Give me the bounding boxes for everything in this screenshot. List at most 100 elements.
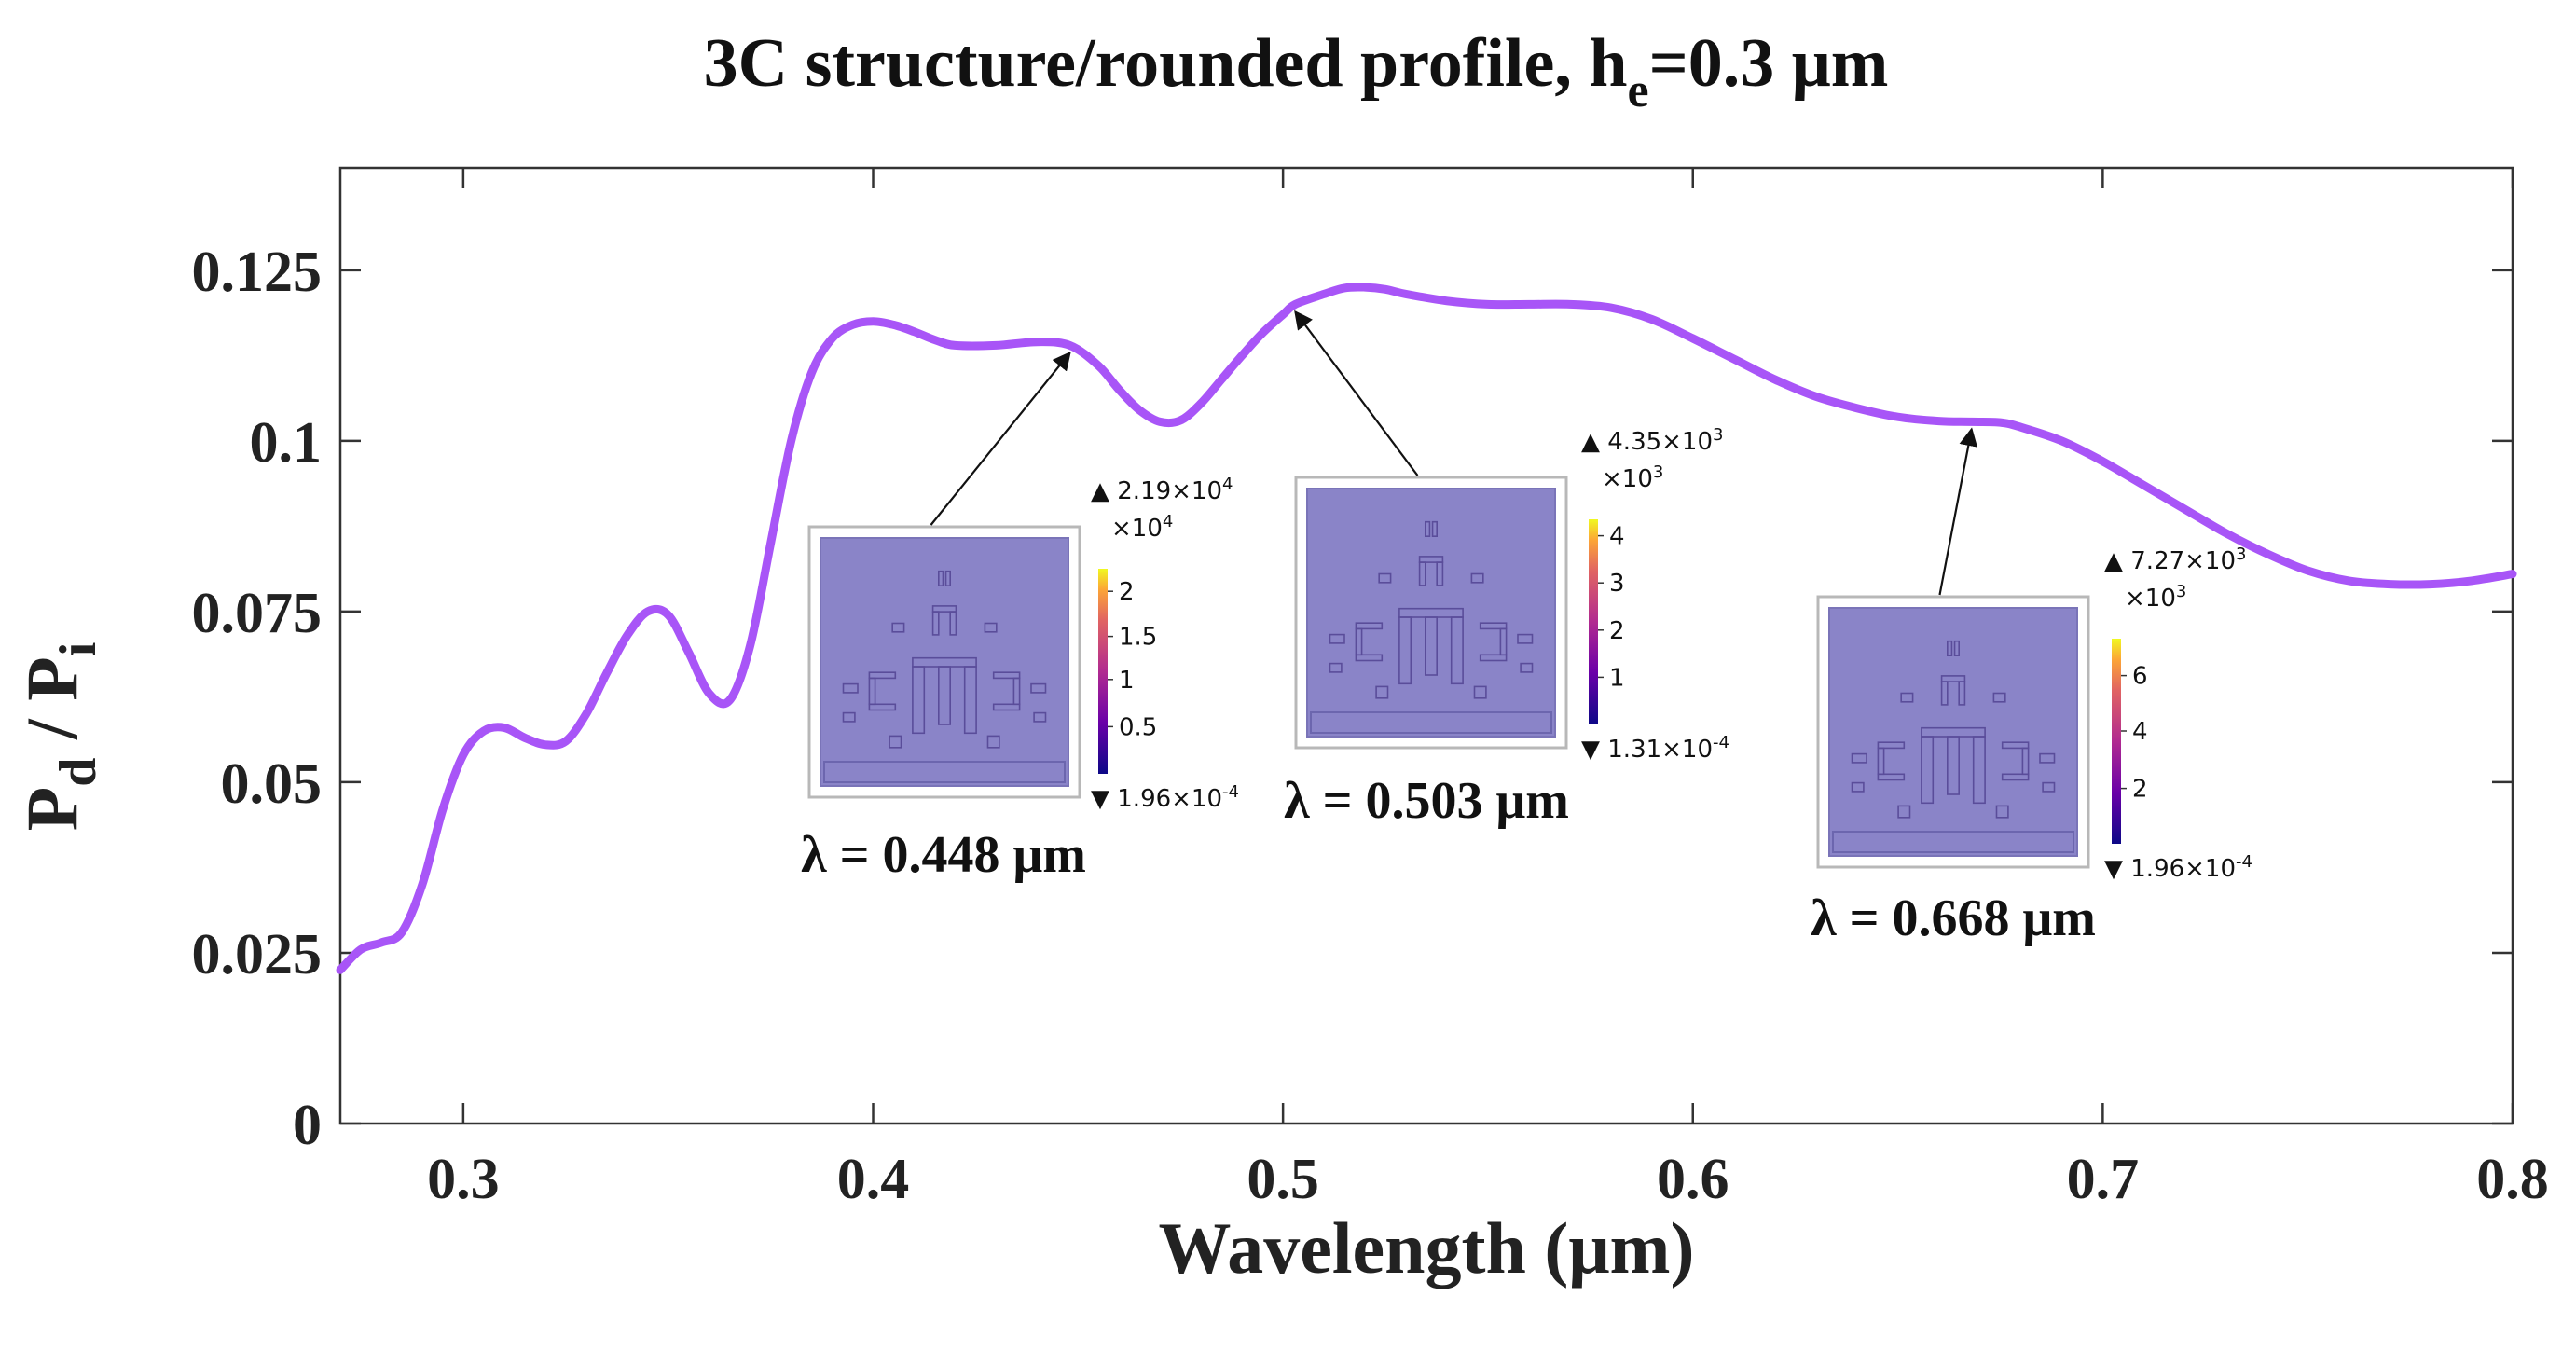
x-tick-label: 0.8 [2476,1148,2549,1211]
structure-element [1995,805,2009,819]
structure-element [1851,781,1865,793]
structure-element [1425,520,1431,538]
series-line [336,283,2517,974]
colorbar [1589,519,1598,724]
structure-element [1425,616,1439,676]
structure-element [842,711,856,723]
colorbar-min: ▼ 1.31×10-4 [1581,733,1729,764]
y-tick-label: 0.025 [192,923,323,986]
y-tick-label: 0.125 [192,241,323,304]
structure-element [937,570,944,587]
colorbar-tick-label: 2 [1119,578,1135,606]
structure-element [1947,736,1961,795]
y-ticks: 0 0.025 0.05 0.075 0.1 0.125 [192,241,2513,1157]
structure-element [1940,681,1949,706]
structure-element [891,622,905,633]
colorbar-scale: ×103 [2125,582,2186,613]
colorbar-tick-label: 4 [2132,718,2148,746]
structure-element [1479,654,1508,662]
structure-element [1030,682,1047,694]
inset-503: ▲ 4.35×103 ×103 4 3 2 1 ▼ 1.31×10-4 λ = 0.503 μ… [1284,310,1729,830]
inset-668: ▲ 7.27×103 ×103 6 4 2 ▼ 1.96×10-4 λ = 0.668 μm [1811,427,2252,947]
structure-element [937,666,951,725]
structure-element [868,671,897,680]
x-tick-label: 0.6 [1657,1148,1729,1211]
structure-element [931,611,940,636]
structure-element [1972,736,1986,805]
inset-wavelength-label: λ = 0.503 μm [1284,772,1569,830]
inset-448: ▲ 2.19×104 ×104 2 1.5 1 0.5 ▼ 1.96×10-4λ = 0.4… [801,351,1239,884]
inset-arrow [1294,310,1419,476]
structure-element [1431,520,1439,538]
structure-element [1947,640,1953,657]
structure-element [1921,736,1935,805]
structure-element [1329,662,1343,673]
y-axis-label: Pd / Pi [11,642,107,832]
structure-element [1900,692,1914,703]
structure-element [1520,662,1534,673]
colorbar-tick-label: 6 [2132,663,2148,691]
structure-element [986,735,1000,749]
colorbar-max: ▲ 7.27×103 [2104,545,2246,575]
structure-element [1329,633,1345,644]
y-tick-label: 0 [293,1094,322,1157]
y-tick-label: 0.075 [192,582,323,645]
inset-base [1310,711,1552,734]
colorbar-scale: ×104 [1111,512,1173,543]
colorbar-scale: ×103 [1602,462,1663,493]
structure-element [1958,681,1966,706]
colorbar-tick-label: 1.5 [1119,624,1157,652]
structure-element [1033,711,1047,723]
structure-element [1877,741,1906,750]
structure-element [1517,633,1534,644]
structure-element [2042,781,2056,793]
structure-element [963,666,977,735]
structure-element [2001,773,2030,781]
x-tick-label: 0.4 [837,1148,910,1211]
colorbar-tick-label: 2 [2132,776,2148,804]
colorbar-tick-label: 4 [1609,523,1625,551]
structure-element [992,703,1021,711]
structure-element [984,622,998,633]
structure-element [1436,561,1444,586]
title-subscript: e [1627,64,1648,117]
inset-arrow [930,351,1071,526]
x-tick-label: 0.5 [1247,1148,1319,1211]
colorbar-tick-label: 2 [1609,617,1625,645]
structure-element [1953,640,1961,657]
structure-element [868,703,897,711]
x-tick-label: 0.3 [427,1148,500,1211]
structure-element [1877,773,1906,781]
inset-field [820,537,1069,787]
structure-element [944,570,951,587]
colorbar [1098,569,1108,774]
structure-element [1851,752,1867,764]
structure-element [1378,572,1392,584]
structure-element [912,666,926,735]
colorbar-max: ▲ 4.35×103 [1581,425,1723,456]
structure-element [1450,616,1464,685]
structure-element [1355,654,1384,662]
colorbar-min: ▼ 1.96×10-4 [1091,782,1239,813]
inset-wavelength-label: λ = 0.448 μm [801,826,1086,884]
structure-element [2039,752,2056,764]
structure-element [1398,616,1412,685]
colorbar-tick-label: 1 [1609,664,1625,692]
structure-element [842,682,859,694]
structure-element [931,605,957,613]
colorbar-tick-label: 1 [1119,667,1135,695]
x-axis-label: Wavelength (μm) [1159,1207,1695,1289]
y-tick-label: 0.05 [221,752,323,816]
structure-element [889,735,902,749]
structure-element [1418,556,1444,563]
colorbar-max: ▲ 2.19×104 [1091,475,1233,505]
inset-field [1306,488,1556,738]
structure-element [992,671,1021,680]
structure-element [1470,572,1484,584]
y-tick-label: 0.1 [250,411,323,475]
structure-element [1473,685,1487,699]
structure-element [1992,692,2006,703]
colorbar-min: ▼ 1.96×10-4 [2104,852,2252,883]
inset-base [823,761,1066,783]
